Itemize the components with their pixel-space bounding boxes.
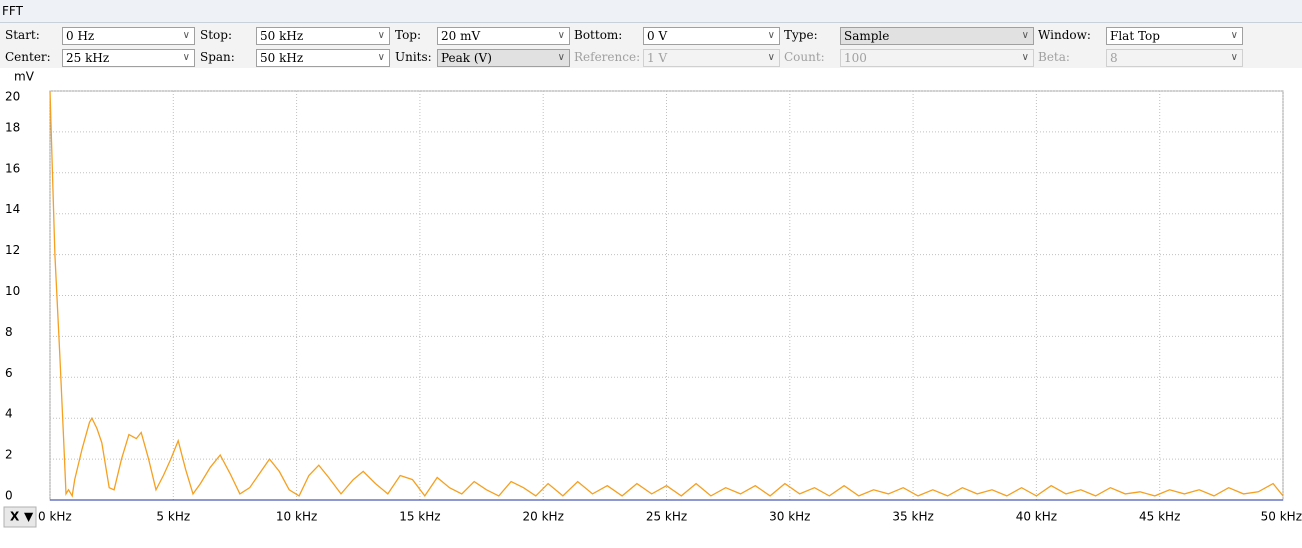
dropdown[interactable]: 20 mV: [437, 27, 570, 45]
x-tick-label: 5 kHz: [156, 510, 190, 524]
x-tick-label: 50 kHz: [1261, 510, 1302, 524]
x-tick-label: 30 kHz: [769, 510, 810, 524]
chart: X ▼ mV 0 2 4 6 8 10 12 14 16 18 20 0 kHz 5 kHz 10 kHz…: [3, 70, 1302, 528]
dropdown-arrow[interactable]: ▼: [24, 510, 34, 524]
control-label: Start:: [5, 28, 40, 42]
dropdown: 1 V: [643, 49, 780, 67]
dropdown[interactable]: Flat Top: [1106, 27, 1243, 45]
x-tick-label: 15 kHz: [399, 510, 440, 524]
y-tick-label: 6: [5, 366, 13, 380]
dropdown[interactable]: 50 kHz: [256, 49, 390, 67]
toolbar: Start: 0 Hz Stop: 50 kHz Top: 20 mV Bottom: 0 V…: [0, 23, 1302, 68]
y-tick-label: 20: [5, 90, 20, 104]
control-label: Units:: [395, 50, 432, 64]
dropdown: 8: [1106, 49, 1243, 67]
y-tick-label: 2: [5, 448, 13, 462]
x-tick-label: 45 kHz: [1139, 510, 1180, 524]
dropdown: 100: [840, 49, 1034, 67]
x-tick-label: 10 kHz: [276, 510, 317, 524]
x-tick-label: 40 kHz: [1016, 510, 1057, 524]
dropdown[interactable]: Sample: [840, 27, 1034, 45]
y-tick-label: 8: [5, 325, 13, 339]
y-tick-label: 16: [5, 161, 20, 175]
control-label: Window:: [1038, 28, 1091, 42]
dropdown[interactable]: 0 V: [643, 27, 780, 45]
fft-line: [49, 90, 1284, 498]
y-tick-label: 0: [5, 489, 13, 503]
control-label: Top:: [395, 28, 422, 42]
y-tick-label: 10: [5, 284, 20, 298]
dropdown[interactable]: 50 kHz: [256, 27, 390, 45]
control-label: Stop:: [200, 28, 232, 42]
y-tick-label: 18: [5, 120, 20, 134]
dropdown[interactable]: Peak (V): [437, 49, 570, 67]
y-tick-label: 4: [5, 407, 13, 421]
x-axis-button[interactable]: [3, 506, 37, 528]
dropdown[interactable]: 0 Hz: [62, 27, 195, 45]
control-label: Type:: [784, 28, 818, 42]
title-bar: FFT: [0, 0, 1302, 23]
control-label: Bottom:: [574, 28, 623, 42]
y-unit: mV: [14, 70, 35, 84]
control-label: Reference:: [574, 50, 641, 64]
window-title: FFT: [2, 4, 23, 18]
x-tick-label: 20 kHz: [523, 510, 564, 524]
x-tick-label: 25 kHz: [646, 510, 687, 524]
control-label: Span:: [200, 50, 235, 64]
control-label: Beta:: [1038, 50, 1070, 64]
control-label: Count:: [784, 50, 825, 64]
x-tick-label: 35 kHz: [892, 510, 933, 524]
dropdown[interactable]: 25 kHz: [62, 49, 195, 67]
control-label: Center:: [5, 50, 51, 64]
y-tick-label: 14: [5, 202, 20, 216]
x-axis-button-label[interactable]: X: [10, 510, 20, 524]
y-tick-label: 12: [5, 243, 20, 257]
x-tick-label: 0 kHz: [38, 510, 72, 524]
